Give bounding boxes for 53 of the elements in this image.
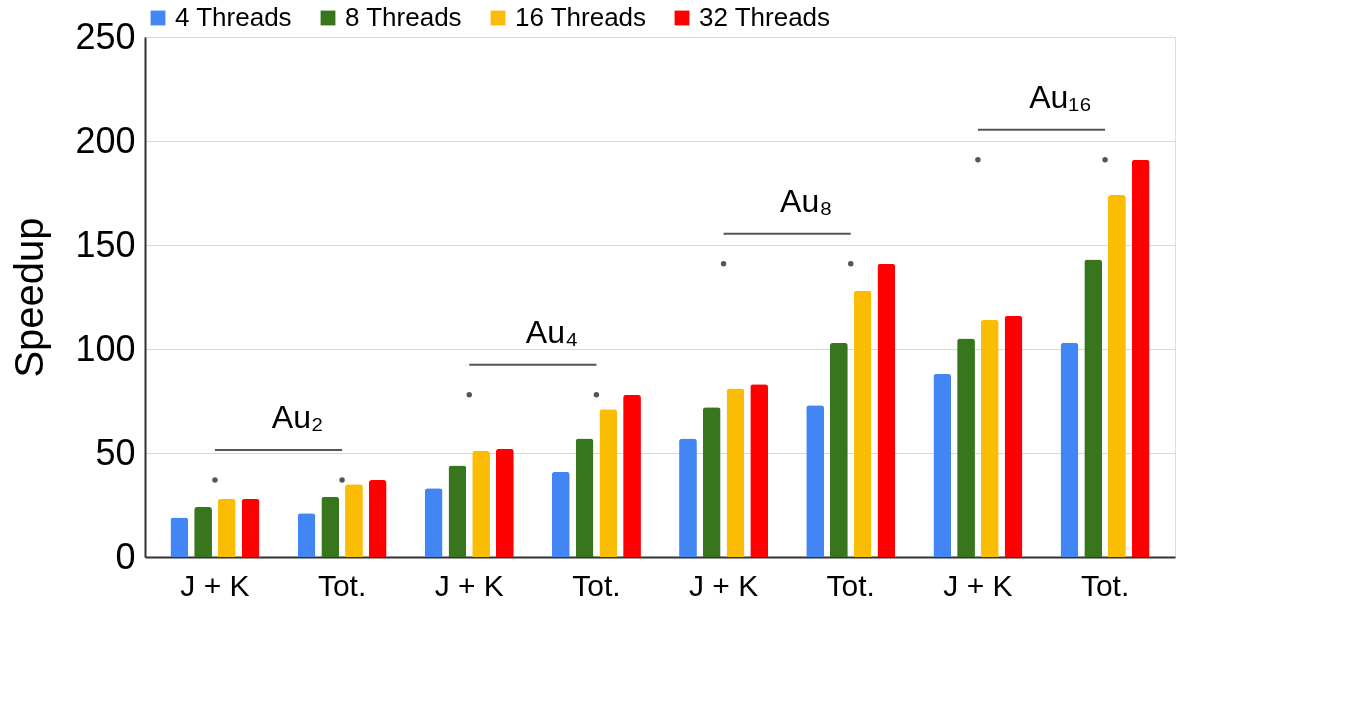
annotation: Au₂ xyxy=(271,399,324,436)
bar xyxy=(933,373,952,557)
x-tick-label: J + K xyxy=(180,568,250,602)
bar xyxy=(551,471,570,557)
y-tick-label: 50 xyxy=(95,431,136,473)
legend-label: 16 Threads xyxy=(515,2,647,32)
bar xyxy=(623,394,641,557)
x-tick-label: Tot. xyxy=(317,568,367,602)
y-axis-title: Speedup xyxy=(7,217,52,378)
bar xyxy=(702,407,721,557)
bar xyxy=(1084,259,1103,557)
bar xyxy=(599,409,618,557)
annotation: Au₈ xyxy=(780,182,833,219)
bar xyxy=(1060,342,1079,557)
bar xyxy=(472,450,491,557)
legend-label: 8 Threads xyxy=(345,2,462,32)
x-tick-label: Tot. xyxy=(572,568,621,602)
bar xyxy=(1131,159,1150,557)
annotation: Au₄ xyxy=(525,313,579,350)
bar xyxy=(241,498,260,557)
bar xyxy=(368,480,387,557)
y-tick-label: 150 xyxy=(75,223,136,265)
bar xyxy=(1004,315,1023,557)
y-tick-label: 250 xyxy=(75,15,136,57)
bar xyxy=(424,488,443,557)
y-tick-label: 100 xyxy=(75,327,136,369)
bar xyxy=(217,498,236,557)
bar xyxy=(448,465,467,557)
bar xyxy=(726,388,745,557)
bar xyxy=(575,438,594,557)
bar xyxy=(980,319,999,557)
x-tick-label: Tot. xyxy=(826,568,875,602)
bar xyxy=(170,517,189,557)
bar xyxy=(853,290,872,557)
x-tick-label: J + K xyxy=(434,568,504,602)
bar xyxy=(806,405,825,557)
x-tick-label: J + K xyxy=(943,568,1013,602)
x-tick-label: J + K xyxy=(688,568,759,602)
bar xyxy=(829,342,848,557)
y-tick-label: 0 xyxy=(115,535,136,577)
bar xyxy=(321,496,340,557)
bar xyxy=(194,507,212,557)
bar xyxy=(877,263,896,557)
bar xyxy=(1108,195,1126,557)
bar xyxy=(750,384,769,557)
y-tick-label: 200 xyxy=(75,119,136,161)
bar xyxy=(495,448,514,557)
legend-label: 4 Threads xyxy=(175,2,292,32)
annotation: Au₁₆ xyxy=(1029,78,1092,115)
x-tick-label: Tot. xyxy=(1080,568,1130,602)
bar xyxy=(297,513,316,557)
bar xyxy=(957,338,975,557)
legend-label: 32 Threads xyxy=(699,2,831,32)
